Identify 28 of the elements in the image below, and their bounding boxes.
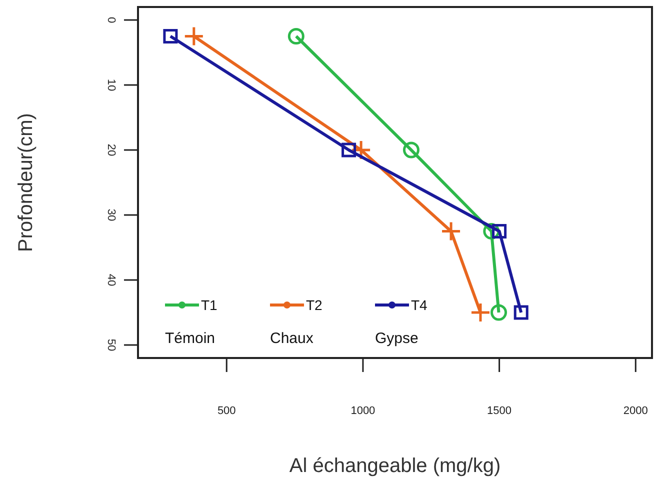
point [490,304,508,321]
point [184,26,204,46]
x-tick-label: 2000 [623,405,648,417]
y-tick-label: 40 [105,274,117,286]
y-axis-title: Profondeur(cm) [15,113,37,252]
y-tick-label: 0 [105,16,117,24]
annotation: Témoin [165,330,216,347]
legend-label: T4 [411,297,428,313]
point [163,29,178,44]
y-tick-label: 50 [105,338,117,352]
point [514,305,528,320]
annotation: Gypse [375,330,418,347]
x-tick-label: 1500 [487,405,512,417]
point [470,302,491,323]
legend-label: T1 [201,297,218,313]
annotation: Chaux [270,330,314,347]
y-tick-label: 10 [105,78,117,92]
point [440,221,462,242]
point [342,142,356,158]
x-tick-label: 1000 [350,405,376,417]
point [492,224,507,238]
x-axis-title: Al échangeable (mg/kg) [289,455,501,477]
point [402,142,420,158]
y-tick-label: 30 [105,208,117,222]
y-tick-label: 20 [105,144,117,156]
x-tick-label: 500 [217,405,236,417]
point [288,28,304,44]
legend-label: T2 [306,297,323,313]
